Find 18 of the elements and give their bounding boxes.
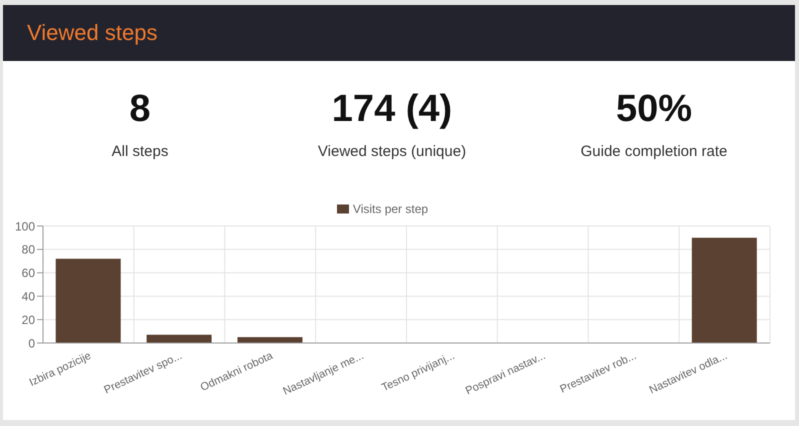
text: 8	[128, 88, 152, 131]
y-tick-label: 100	[14, 219, 36, 234]
legend-label: Visits per step	[352, 202, 428, 216]
text: Viewed steps (unique)	[316, 143, 468, 160]
text: Guide completion rate	[580, 143, 728, 160]
y-tick-label: 40	[22, 289, 36, 304]
text: Viewed steps	[27, 20, 158, 46]
bar	[692, 238, 757, 343]
text: 174 (4)	[330, 88, 454, 131]
text: All steps	[110, 143, 170, 160]
y-tick-label: 60	[22, 266, 36, 280]
bar	[56, 258, 121, 343]
y-tick-label: 80	[22, 242, 36, 257]
text: 50%	[614, 88, 694, 131]
y-tick-label: 0	[28, 336, 36, 350]
bar	[237, 337, 302, 343]
bar	[146, 334, 212, 343]
y-tick-label: 20	[22, 312, 36, 327]
